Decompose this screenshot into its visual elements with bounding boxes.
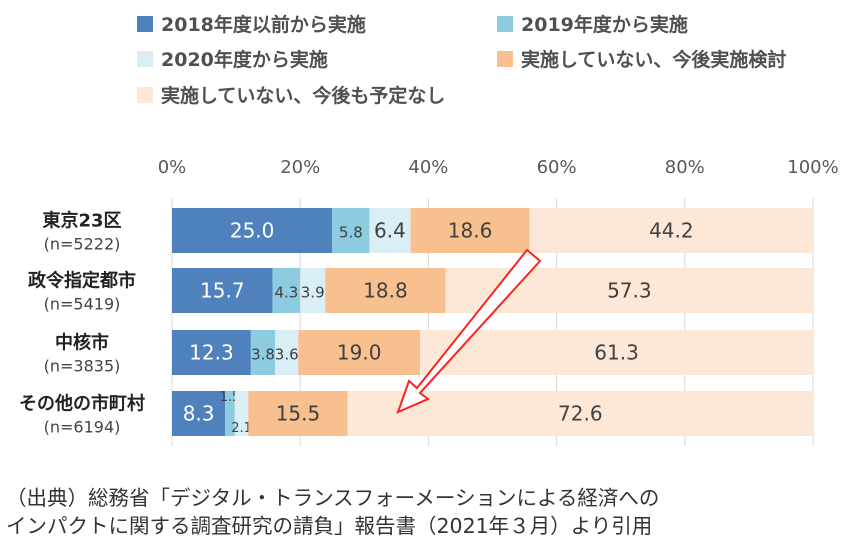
data-label: 25.0 [230,219,275,243]
legend-label: 2018年度以前から実施 [161,14,366,36]
data-label: 8.3 [183,402,215,426]
bar-segment [300,268,326,313]
legend-item: 実施していない、今後実施検討 [497,45,786,72]
x-tick-label: 100% [787,157,838,178]
stacked-bar-chart: 0% 20% 40% 60% 80% 100% 25.0 5.8 6.4 18.6 44.2 東京23… [19,157,839,446]
legend-item: 2020年度から実施 [137,45,328,72]
data-label: 18.6 [448,219,493,243]
category-n-label: (n=5222) [44,235,121,254]
data-label: 12.3 [189,341,234,365]
bar-segment [172,391,226,436]
bar-segment [250,330,276,375]
source-line-2: インパクトに関する調査研究の請負」報告書（2021年３月）より引用 [6,514,653,538]
data-label: 15.5 [276,402,321,426]
bar-segment [410,208,530,253]
bar-segment [369,208,411,253]
legend-item: 2018年度以前から実施 [137,10,366,37]
bar-segment [172,208,333,253]
data-label: 18.8 [363,279,408,303]
legend-label: 2020年度から実施 [161,49,328,71]
bar-segment [298,330,421,375]
data-label: 6.4 [374,219,406,243]
legend-swatch [137,50,153,67]
data-label: 61.3 [594,341,639,365]
x-tick-label: 80% [665,157,705,178]
data-label: 19.0 [337,341,382,365]
legend-label: 2019年度から実施 [521,14,688,36]
data-label: 3.6 [275,346,299,364]
legend-swatch [137,15,153,32]
data-label: 44.2 [649,219,694,243]
bar-segment [234,391,249,436]
x-tick-label: 40% [408,157,448,178]
data-label: 57.3 [607,279,652,303]
category-n-label: (n=3835) [44,357,121,376]
bar-segment [420,330,813,375]
legend-swatch [137,86,153,103]
category-label: 政令指定都市 [28,270,136,292]
source-line-1: （出典）総務省「デジタル・トランスフォーメーションによる経済への [6,486,660,510]
legend-item: 実施していない、今後も予定なし [137,81,445,108]
data-label: 3.8 [251,346,275,364]
category-label: 中核市 [55,332,109,354]
bar-segment [325,268,446,313]
category-n-label: (n=5419) [44,295,121,314]
data-label: 4.3 [274,284,298,302]
bar-segment [332,208,370,253]
arrow-shape [396,248,542,414]
data-label: 15.7 [200,279,245,303]
legend-label: 実施していない、今後も予定なし [161,85,446,107]
category-label: その他の市町村 [19,393,145,415]
legend-swatch [497,15,513,32]
legend-label: 実施していない、今後実施検討 [521,49,787,71]
data-label: 5.8 [339,224,363,242]
bar-segment [172,330,251,375]
bar-segment [272,268,301,313]
bar-segment [225,391,235,436]
category-n-label: (n=6194) [44,418,121,437]
bar-segment [275,330,299,375]
trend-arrow [396,248,542,414]
bar-segment [172,268,273,313]
x-tick-label: 20% [280,157,320,178]
data-label: 2.1 [231,421,252,436]
category-label: 東京23区 [42,210,121,232]
legend-swatch [497,50,513,67]
legend-item: 2019年度から実施 [497,10,688,37]
data-label: 3.9 [301,284,325,302]
bar-segment [529,208,813,253]
data-label: 72.6 [558,402,603,426]
x-tick-label: 60% [537,157,577,178]
x-tick-label: 0% [158,157,187,178]
chart-legend: 2018年度以前から実施 2019年度から実施 2020年度から実施 実施していない、… [0,0,856,130]
bar-segment [248,391,348,436]
source-note: （出典）総務省「デジタル・トランスフォーメーションによる経済への インパクトに関… [6,484,659,540]
